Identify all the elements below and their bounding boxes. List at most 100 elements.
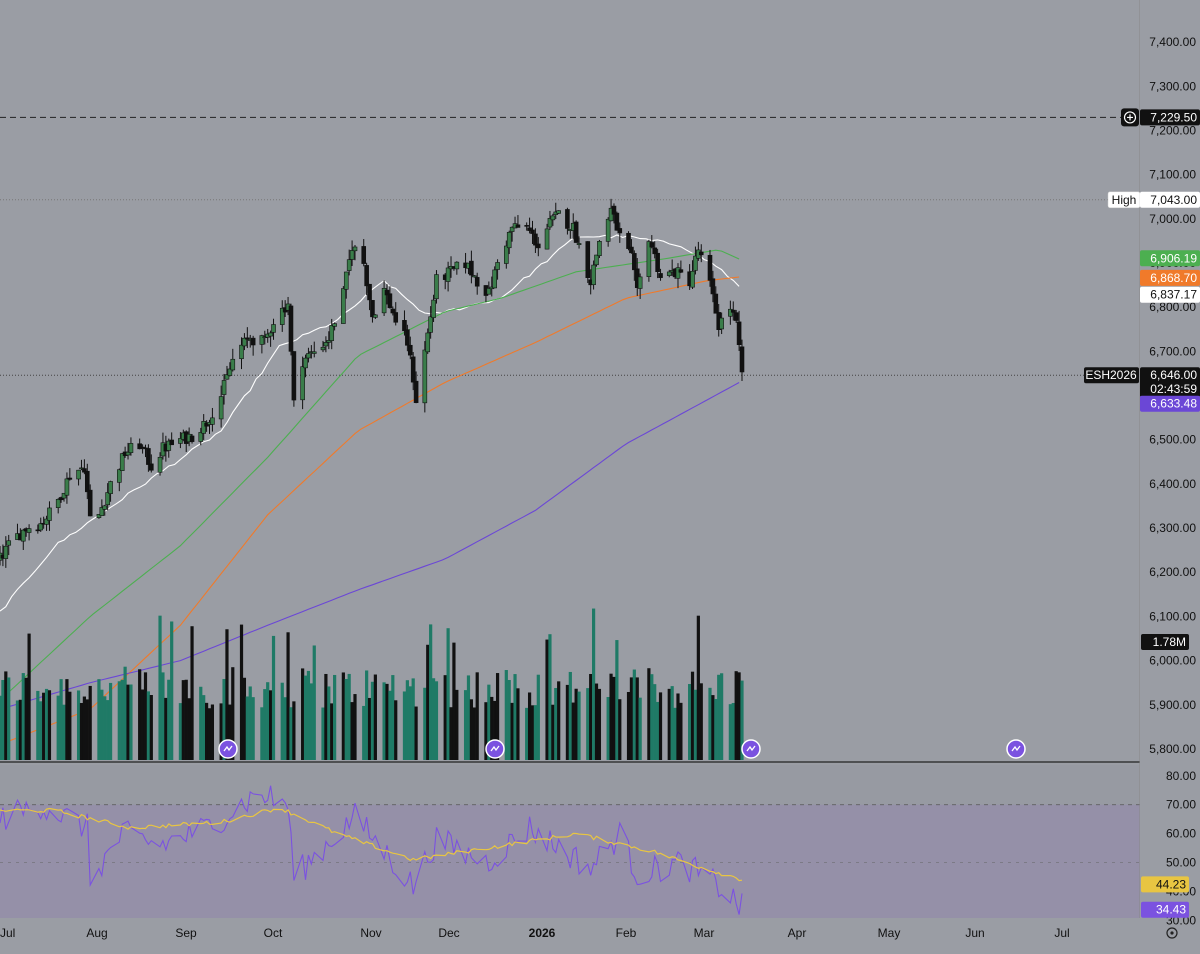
candle[interactable]	[655, 248, 660, 279]
candle[interactable]	[675, 263, 681, 289]
candle[interactable]	[26, 524, 32, 541]
candle[interactable]	[3, 536, 9, 568]
candle[interactable]	[373, 314, 378, 319]
candle[interactable]	[64, 472, 70, 504]
candle[interactable]	[157, 452, 163, 476]
candle[interactable]	[323, 336, 329, 353]
candle[interactable]	[486, 281, 492, 295]
candle[interactable]	[291, 351, 297, 407]
candle[interactable]	[693, 246, 698, 275]
candle[interactable]	[349, 240, 355, 266]
candle[interactable]	[169, 432, 174, 446]
candle[interactable]	[576, 236, 582, 249]
candle[interactable]	[550, 213, 556, 226]
candle[interactable]	[515, 215, 521, 228]
candle[interactable]	[710, 270, 716, 303]
candle[interactable]	[306, 347, 311, 363]
candle[interactable]	[527, 217, 532, 234]
candle[interactable]	[198, 427, 204, 446]
candle[interactable]	[658, 268, 663, 281]
candle[interactable]	[632, 250, 637, 281]
candle[interactable]	[649, 235, 655, 249]
candle[interactable]	[384, 284, 390, 305]
candle[interactable]	[268, 330, 273, 347]
candle[interactable]	[117, 468, 122, 492]
candle[interactable]	[492, 266, 497, 289]
candle[interactable]	[629, 239, 634, 254]
candle[interactable]	[739, 339, 745, 382]
candle[interactable]	[227, 362, 233, 377]
candle[interactable]	[119, 452, 125, 471]
candle[interactable]	[730, 301, 736, 321]
candle[interactable]	[210, 407, 215, 432]
candle[interactable]	[47, 501, 52, 531]
event-marker-icon[interactable]	[1006, 739, 1026, 759]
time-axis[interactable]	[0, 918, 1140, 949]
candle[interactable]	[320, 340, 326, 353]
candle[interactable]	[271, 318, 276, 340]
candle[interactable]	[713, 286, 719, 314]
candle[interactable]	[61, 492, 67, 502]
candle[interactable]	[390, 306, 396, 316]
candle[interactable]	[218, 385, 224, 428]
candle[interactable]	[431, 294, 436, 323]
candle[interactable]	[626, 231, 631, 251]
candle[interactable]	[617, 222, 623, 243]
candle[interactable]	[35, 524, 41, 534]
candle[interactable]	[326, 331, 332, 350]
candle[interactable]	[201, 414, 206, 440]
candle[interactable]	[425, 328, 431, 355]
candle[interactable]	[279, 300, 285, 332]
candle[interactable]	[367, 283, 372, 311]
candle[interactable]	[736, 310, 742, 351]
candle[interactable]	[245, 327, 250, 349]
candle[interactable]	[6, 534, 12, 556]
candle[interactable]	[591, 260, 596, 290]
candle[interactable]	[547, 210, 553, 230]
candle[interactable]	[690, 260, 695, 290]
candle[interactable]	[364, 262, 369, 296]
candle[interactable]	[82, 459, 87, 475]
candle[interactable]	[149, 454, 154, 473]
candle[interactable]	[637, 273, 643, 299]
candle[interactable]	[536, 237, 541, 257]
candle[interactable]	[646, 239, 652, 282]
candle[interactable]	[469, 250, 474, 284]
candle[interactable]	[605, 217, 611, 247]
candle[interactable]	[698, 244, 704, 263]
candle[interactable]	[707, 249, 713, 287]
candle[interactable]	[524, 222, 529, 231]
candle[interactable]	[102, 504, 108, 516]
candle[interactable]	[341, 286, 346, 324]
candle[interactable]	[300, 356, 305, 410]
candle[interactable]	[405, 324, 410, 352]
candle[interactable]	[434, 270, 439, 304]
candle[interactable]	[719, 312, 724, 335]
candle[interactable]	[346, 249, 352, 276]
candle[interactable]	[332, 322, 337, 331]
event-marker-icon[interactable]	[218, 739, 238, 759]
candle[interactable]	[585, 241, 591, 283]
candle[interactable]	[55, 498, 61, 514]
candle[interactable]	[99, 499, 105, 516]
candle[interactable]	[597, 239, 602, 258]
candle[interactable]	[105, 483, 110, 511]
candle[interactable]	[259, 334, 265, 354]
candle[interactable]	[506, 230, 512, 255]
candle[interactable]	[413, 371, 419, 404]
candle[interactable]	[422, 341, 428, 413]
candle[interactable]	[530, 220, 535, 244]
candle[interactable]	[387, 286, 393, 309]
candle[interactable]	[504, 240, 509, 269]
candle[interactable]	[509, 226, 515, 242]
candle[interactable]	[594, 254, 599, 267]
candle[interactable]	[614, 211, 620, 231]
candle[interactable]	[428, 306, 433, 339]
candle[interactable]	[125, 442, 131, 460]
candle[interactable]	[108, 480, 113, 502]
candle[interactable]	[189, 433, 195, 444]
candle[interactable]	[311, 341, 317, 358]
candle[interactable]	[410, 351, 416, 391]
candle[interactable]	[533, 228, 538, 253]
